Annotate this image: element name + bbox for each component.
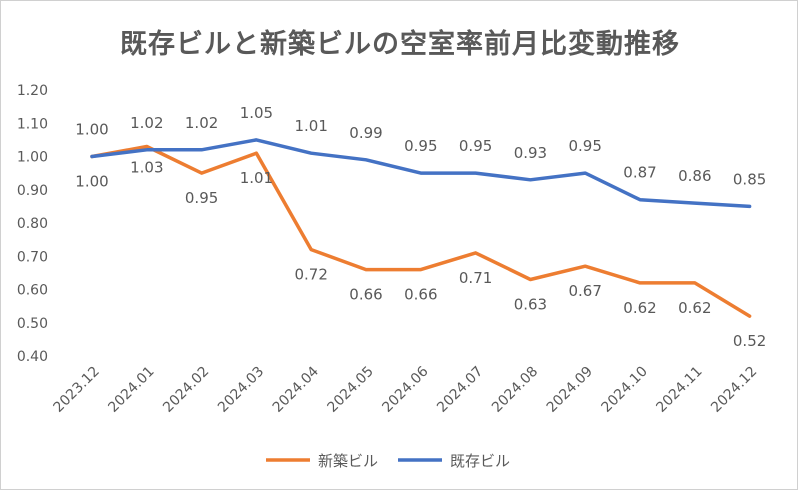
series-lines xyxy=(90,138,752,318)
data-label-existing: 1.02 xyxy=(185,114,218,132)
x-tick-label: 2024.01 xyxy=(105,364,157,416)
x-axis: 2023.12 2024.01 2024.02 2024.03 2024.04 2024.… xyxy=(51,363,761,415)
data-label-existing: 0.93 xyxy=(514,144,547,162)
y-tick-label: 1.10 xyxy=(17,116,48,132)
data-label-existing: 1.05 xyxy=(240,104,273,122)
data-label-new: 0.52 xyxy=(733,332,766,350)
x-tick-label: 2024.06 xyxy=(379,363,431,415)
x-tick-label: 2023.12 xyxy=(51,364,103,416)
data-label-existing: 1.00 xyxy=(75,121,108,139)
x-tick-label: 2024.04 xyxy=(270,363,322,415)
data-label-existing: 0.95 xyxy=(459,137,492,155)
data-label-existing: 0.99 xyxy=(349,124,382,142)
data-label-new: 0.63 xyxy=(514,296,547,314)
data-label-existing: 1.02 xyxy=(130,114,163,132)
data-label-existing: 0.86 xyxy=(678,167,711,185)
x-tick-label: 2024.12 xyxy=(708,364,760,416)
data-label-new: 0.95 xyxy=(185,189,218,207)
data-label-existing: 0.85 xyxy=(733,170,766,188)
data-label-new: 0.62 xyxy=(678,299,711,317)
x-tick-label: 2024.08 xyxy=(489,364,541,416)
legend: 新築ビル 既存ビル xyxy=(266,452,510,470)
x-tick-label: 2024.11 xyxy=(653,364,705,416)
data-label-new: 0.66 xyxy=(349,286,382,304)
y-tick-label: 0.40 xyxy=(17,349,48,365)
x-tick-label: 2024.05 xyxy=(325,364,377,416)
legend-item-existing-buildings-label: 既存ビル xyxy=(450,452,510,470)
x-tick-label: 2024.09 xyxy=(544,364,596,416)
data-label-new: 0.66 xyxy=(404,286,437,304)
x-tick-label: 2024.10 xyxy=(599,364,651,416)
y-tick-label: 1.00 xyxy=(17,150,48,166)
y-tick-label: 0.70 xyxy=(17,249,48,265)
data-label-new: 1.01 xyxy=(240,169,273,187)
series-line-new-buildings xyxy=(90,144,752,318)
y-tick-label: 0.50 xyxy=(17,316,48,332)
data-label-new: 0.71 xyxy=(459,269,492,287)
data-labels: 1.00 1.02 1.02 1.05 1.01 0.99 0.95 0.95 0.93 0.95… xyxy=(75,104,766,350)
legend-item-new-buildings-label: 新築ビル xyxy=(318,452,378,470)
data-label-existing: 0.87 xyxy=(623,164,656,182)
series-line-existing-buildings xyxy=(90,138,752,209)
y-tick-label: 0.60 xyxy=(17,283,48,299)
data-label-new: 0.62 xyxy=(623,299,656,317)
data-label-new: 1.00 xyxy=(75,173,108,191)
y-tick-label: 0.80 xyxy=(17,216,48,232)
x-tick-label: 2024.03 xyxy=(215,364,267,416)
data-label-existing: 1.01 xyxy=(294,117,327,135)
data-label-existing: 0.95 xyxy=(404,137,437,155)
x-tick-label: 2024.07 xyxy=(434,364,486,416)
x-tick-label: 2024.02 xyxy=(160,364,212,416)
data-label-existing: 0.95 xyxy=(568,137,601,155)
data-label-new: 0.72 xyxy=(294,266,327,284)
data-label-new: 0.67 xyxy=(568,282,601,300)
chart-title: 既存ビルと新築ビルの空室率前月比変動推移 xyxy=(120,29,680,60)
y-tick-label: 0.90 xyxy=(17,183,48,199)
y-tick-label: 1.20 xyxy=(17,83,48,99)
y-axis: 0.40 0.50 0.60 0.70 0.80 0.90 1.00 1.10 1.20 xyxy=(17,83,48,365)
data-label-new: 1.03 xyxy=(130,159,163,177)
